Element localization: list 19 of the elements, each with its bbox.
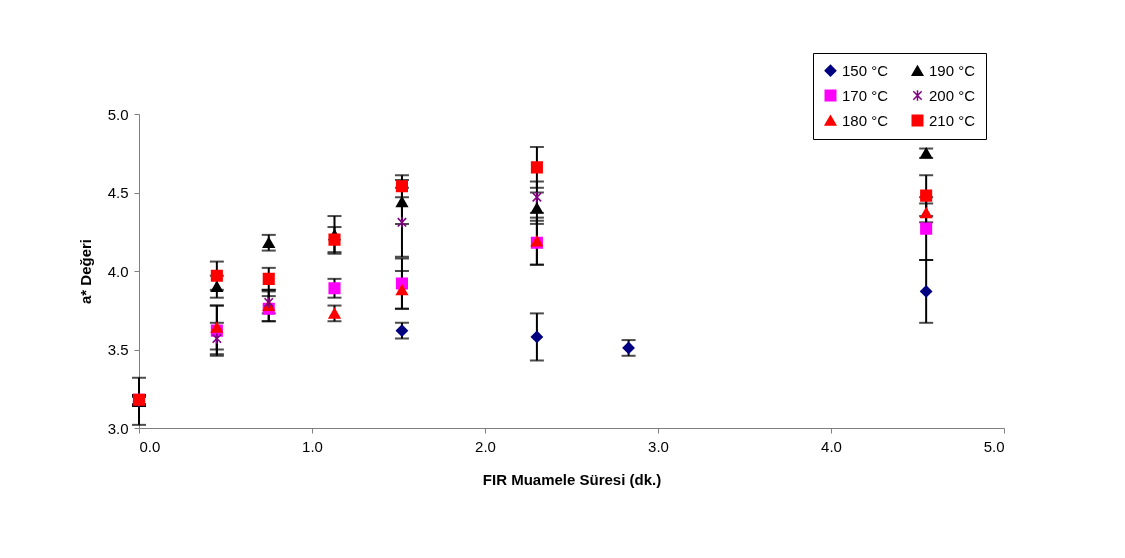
- legend-label: 170 °C: [842, 86, 889, 104]
- legend-label: 180 °C: [842, 111, 889, 129]
- y-tick-label: 5.0: [107, 105, 129, 123]
- x-tick-label: 5.0: [983, 437, 1005, 455]
- x-tick-label: 0.0: [139, 437, 161, 455]
- x-tick-label: 4.0: [821, 437, 842, 455]
- x-tick-label: 1.0: [302, 437, 323, 455]
- legend-label: 190 °C: [929, 61, 976, 79]
- x-tick-label: 2.0: [475, 437, 496, 455]
- y-tick-label: 3.5: [107, 341, 129, 358]
- y-tick-label: 3.0: [107, 419, 129, 437]
- legend-label: 200 °C: [929, 86, 976, 104]
- x-axis-title: FIR Muamele Süresi (dk.): [482, 470, 662, 488]
- y-axis-title: a* Değeri: [76, 238, 94, 305]
- y-tick-label: 4.0: [107, 262, 129, 280]
- y-tick-label: 4.5: [107, 184, 129, 201]
- x-tick-label: 3.0: [648, 437, 669, 455]
- legend-label: 210 °C: [929, 111, 976, 129]
- legend-label: 150 °C: [842, 61, 889, 79]
